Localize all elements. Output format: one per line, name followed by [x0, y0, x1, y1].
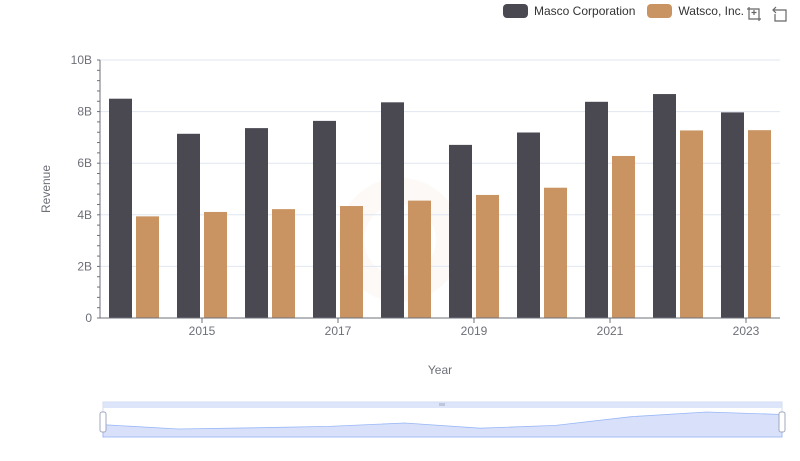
data-zoom-handle-left[interactable] [99, 411, 107, 433]
bar-watsco-2018[interactable] [408, 200, 431, 318]
zoom-reset-icon[interactable] [772, 6, 788, 22]
legend-label-watsco: Watsco, Inc. [678, 4, 744, 18]
y-tick-label: 4B [77, 208, 92, 222]
bar-masco-2022[interactable] [653, 94, 676, 318]
x-axis [100, 317, 780, 323]
bar-masco-2020[interactable] [517, 132, 540, 318]
bar-watsco-2017[interactable] [340, 206, 363, 318]
x-tick-label: 2021 [597, 324, 624, 338]
zoom-icon[interactable] [746, 6, 762, 22]
bar-watsco-2022[interactable] [680, 130, 703, 318]
y-axis-minor-ticks [97, 59, 101, 319]
bar-watsco-2014[interactable] [136, 216, 159, 318]
bar-watsco-2016[interactable] [272, 209, 295, 318]
toolbox [746, 6, 788, 22]
bar-masco-2014[interactable] [109, 98, 132, 318]
data-zoom-drag-grip[interactable] [439, 403, 445, 406]
y-tick-label: 6B [77, 156, 92, 170]
y-tick-label: 2B [77, 259, 92, 273]
x-tick-label: 2017 [325, 324, 352, 338]
bar-watsco-2021[interactable] [612, 155, 635, 318]
data-zoom-slider[interactable] [99, 401, 786, 438]
bar-masco-2023[interactable] [721, 112, 744, 319]
bar-watsco-2023[interactable] [748, 130, 771, 318]
bar-masco-2015[interactable] [177, 133, 200, 318]
legend-swatch-watsco [647, 4, 673, 18]
bar-masco-2021[interactable] [585, 101, 608, 319]
legend-label-masco: Masco Corporation [534, 4, 636, 18]
y-axis-title: Revenue [39, 165, 53, 213]
bar-masco-2017[interactable] [313, 120, 336, 318]
legend-item-watsco[interactable]: Watsco, Inc. [647, 4, 744, 18]
y-tick-label: 8B [77, 105, 92, 119]
x-tick-label: 2015 [189, 324, 216, 338]
bar-masco-2018[interactable] [381, 102, 404, 318]
y-tick-label: 10B [71, 53, 92, 67]
bar-watsco-2019[interactable] [476, 194, 499, 318]
bar-watsco-2020[interactable] [544, 187, 567, 318]
x-tick-label: 2023 [733, 324, 760, 338]
legend: Masco Corporation Watsco, Inc. [503, 4, 744, 18]
bar-masco-2016[interactable] [245, 128, 268, 318]
x-axis-labels: 2015 2017 2019 2021 2023 [189, 324, 760, 338]
bar-watsco-2015[interactable] [204, 211, 227, 318]
y-tick-label: 0 [85, 311, 92, 325]
x-axis-title: Year [428, 363, 452, 377]
data-zoom-handle-right[interactable] [778, 411, 786, 433]
bar-masco-2019[interactable] [449, 144, 472, 318]
x-tick-label: 2019 [461, 324, 488, 338]
y-axis-labels: 0 2B 4B 6B 8B 10B [71, 53, 93, 325]
legend-swatch-masco [503, 4, 528, 18]
bars [109, 94, 771, 319]
legend-item-masco[interactable]: Masco Corporation [503, 4, 635, 18]
